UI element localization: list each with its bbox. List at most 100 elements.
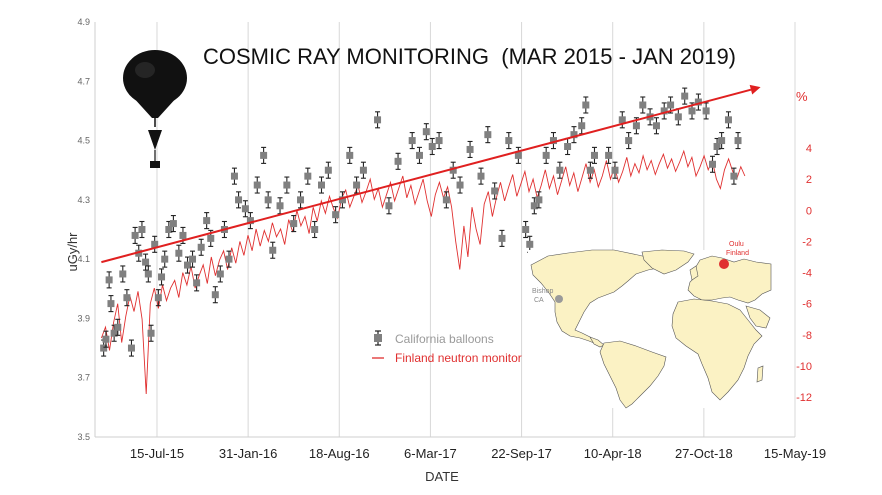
balloon-data-point	[385, 197, 393, 215]
balloon-data-point	[639, 96, 647, 114]
balloon-data-point	[131, 226, 139, 244]
balloon-data-point	[175, 244, 183, 262]
balloon-data-point	[718, 132, 726, 150]
balloon-data-point	[514, 146, 522, 164]
balloon-data-point	[549, 132, 557, 150]
y2-tick-label: -8	[802, 330, 812, 342]
balloon-data-point	[290, 215, 298, 233]
balloon-data-point	[556, 161, 564, 179]
y2-tick-label: -2	[802, 236, 812, 248]
balloon-data-point	[435, 132, 443, 150]
balloon-data-point	[578, 117, 586, 135]
x-axis-label: DATE	[425, 469, 459, 484]
balloon-data-point	[264, 191, 272, 209]
balloon-data-point	[311, 220, 319, 239]
balloon-data-point	[374, 111, 382, 129]
x-tick-label: 27-Oct-18	[675, 446, 733, 461]
balloon-data-point	[730, 167, 738, 185]
balloon-data-point	[466, 140, 474, 159]
balloon-data-point	[246, 212, 254, 230]
balloon-data-point	[522, 220, 530, 239]
balloon-data-point	[114, 318, 122, 336]
balloon-data-point	[151, 235, 159, 253]
california-balloons-series	[100, 87, 742, 357]
balloon-data-point	[260, 146, 268, 164]
balloon-data-point	[297, 191, 305, 209]
map-greenland	[641, 249, 695, 275]
map-label-oulu: Oulu	[729, 241, 744, 248]
balloon-data-point	[269, 241, 277, 259]
balloon-data-point	[158, 268, 166, 286]
balloon-data-point	[652, 117, 660, 135]
balloon-data-point	[484, 126, 492, 144]
balloon-data-point	[526, 235, 534, 253]
balloon-data-point	[724, 111, 732, 129]
map-madagascar	[756, 365, 764, 383]
world-map-inset: Oulu Finland Bishop CA	[528, 241, 772, 409]
balloon-data-point	[317, 176, 325, 194]
map-south-america	[599, 340, 667, 409]
finland-neutron-monitor-series	[100, 149, 746, 395]
balloon-data-point	[127, 339, 135, 357]
balloon-data-point	[586, 161, 594, 179]
map-eurasia	[687, 255, 772, 304]
x-tick-label: 31-Jan-16	[219, 446, 278, 461]
balloon-data-point	[230, 167, 238, 185]
balloon-data-point	[253, 176, 261, 194]
balloon-data-point	[105, 271, 113, 289]
vertical-gridlines	[156, 22, 796, 437]
x-tick-label: 10-Apr-18	[584, 446, 642, 461]
balloon-data-point	[346, 146, 354, 164]
balloon-data-point	[142, 253, 150, 271]
legend-marker-california	[374, 330, 382, 346]
balloon-data-point	[505, 132, 513, 150]
y2-tick-label: -12	[796, 392, 812, 404]
finland-series-line	[100, 149, 746, 395]
y2-tick-label: 0	[806, 205, 812, 217]
balloon-data-point	[359, 161, 367, 179]
y-tick-label: 3.5	[77, 432, 90, 442]
y2-tick-label: -6	[802, 299, 812, 311]
balloon-data-point	[324, 161, 332, 179]
balloon-data-point	[276, 197, 284, 215]
balloon-data-point	[582, 96, 590, 114]
map-label-bishop: Bishop	[532, 288, 554, 295]
balloon-data-point	[216, 265, 224, 283]
legend: California balloons Finland neutron moni…	[372, 330, 522, 365]
balloon-data-point	[498, 229, 506, 247]
x-tick-label: 15-Jul-15	[130, 446, 184, 461]
trend-line	[101, 88, 752, 264]
oulu-marker	[719, 259, 729, 269]
balloon-data-point	[674, 108, 682, 126]
balloon-data-point	[734, 132, 742, 150]
balloon-data-point	[681, 87, 689, 105]
map-arabia	[745, 305, 771, 329]
map-central-america	[589, 336, 605, 348]
balloon-data-point	[225, 250, 233, 268]
balloon-data-point	[535, 191, 543, 209]
balloon-data-point	[138, 220, 146, 239]
y-axis-label: uGy/hr	[65, 232, 80, 272]
chart-title: COSMIC RAY MONITORING (MAR 2015 - JAN 20…	[203, 44, 736, 69]
right-axis-ticks: 4 2 0 -2 -4 -6 -8 -10 -12	[796, 143, 812, 404]
balloon-data-point	[394, 152, 402, 170]
balloon-data-point	[570, 126, 578, 144]
y-tick-label: 4.5	[77, 136, 90, 146]
balloon-data-point	[456, 176, 464, 194]
balloon-data-point	[144, 265, 152, 283]
balloon-data-point	[422, 123, 430, 141]
trend-arrowhead	[749, 84, 761, 95]
balloon-data-point	[189, 250, 197, 268]
balloon-data-point	[660, 102, 668, 120]
y-tick-label: 4.7	[77, 76, 90, 86]
x-tick-label: 6-Mar-17	[404, 446, 457, 461]
map-label-ca: CA	[534, 297, 544, 304]
y-tick-label: 3.9	[77, 313, 90, 323]
y2-tick-label: 2	[806, 174, 812, 186]
balloon-data-point	[625, 132, 633, 150]
balloon-data-point	[590, 146, 598, 164]
y-tick-label: 4.9	[77, 17, 90, 27]
left-axis-ticks: 3.5 3.7 3.9 4.1 4.3 4.5 4.7 4.9	[77, 17, 90, 442]
balloon-data-point	[119, 265, 127, 283]
